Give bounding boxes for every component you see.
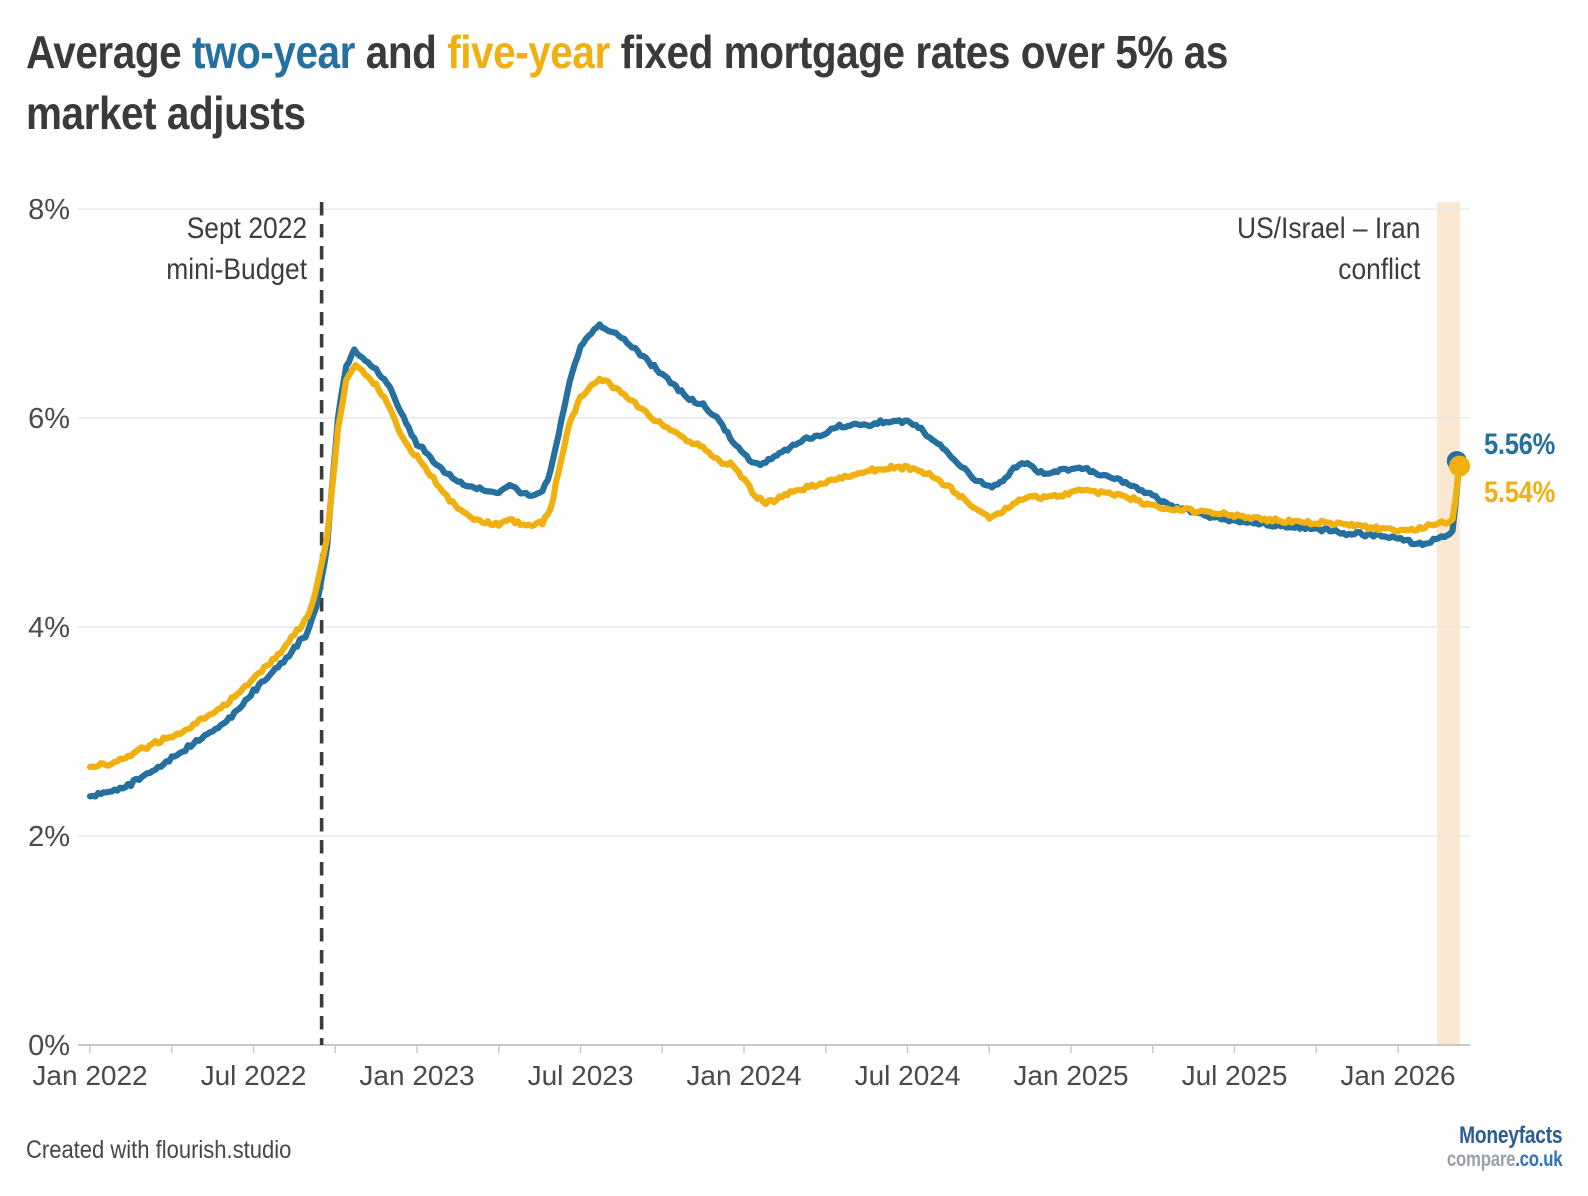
x-axis-label: Jan 2024	[686, 1060, 801, 1091]
moneyfacts-logo-couk: .co.uk	[1514, 1147, 1562, 1171]
x-axis-label: Jul 2022	[201, 1060, 307, 1091]
flourish-credit: Created with flourish.studio	[26, 1136, 292, 1164]
five-year-end-value: 5.54%	[1484, 476, 1556, 509]
two-year-line	[86, 321, 1463, 800]
title-segment: five-year	[447, 26, 610, 78]
y-axis-label: 0%	[28, 1030, 70, 1062]
y-axis-label: 8%	[28, 194, 70, 226]
y-axis-label: 6%	[28, 403, 70, 435]
conflict-band	[1437, 202, 1460, 1045]
x-axis-label: Jul 2024	[855, 1060, 961, 1091]
y-axis-label: 4%	[28, 612, 70, 644]
moneyfacts-logo-wordmark: Moneyfacts	[1458, 1122, 1562, 1149]
x-axis-label: Jan 2026	[1340, 1060, 1455, 1091]
two-year-end-value: 5.56%	[1484, 428, 1556, 461]
moneyfacts-logo-subline: compare.co.uk	[1446, 1147, 1563, 1171]
x-axis-label: Jan 2022	[32, 1060, 147, 1091]
title-segment: fixed mortgage rates over 5% as market a…	[26, 26, 1228, 139]
x-axis-label: Jan 2025	[1013, 1060, 1128, 1091]
title-segment: two-year	[191, 26, 355, 78]
title-segment: and	[354, 26, 448, 78]
conflict-annotation: US/Israel – Iran conflict	[1236, 212, 1420, 286]
chart-title: Average two-year and five-year fixed mor…	[26, 22, 1522, 144]
five-year-end-marker	[1449, 455, 1471, 477]
moneyfacts-logo-compare: compare	[1446, 1147, 1516, 1171]
y-axis-label: 2%	[28, 821, 70, 853]
x-axis-label: Jul 2023	[528, 1060, 634, 1091]
five-year-line	[86, 362, 1463, 771]
moneyfacts-logo: Moneyfacts compare.co.uk	[1446, 1122, 1563, 1171]
title-segment: Average	[26, 26, 192, 78]
mini-budget-annotation: Sept 2022 mini-Budget	[166, 212, 307, 286]
x-axis-label: Jan 2023	[359, 1060, 474, 1091]
x-axis-label: Jul 2025	[1182, 1060, 1288, 1091]
